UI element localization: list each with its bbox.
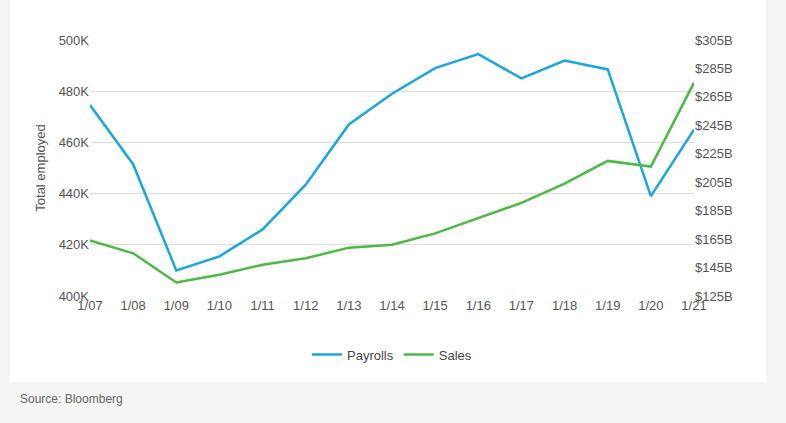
- svg-text:$285B: $285B: [695, 61, 733, 76]
- svg-text:440K: 440K: [59, 186, 90, 201]
- svg-text:400K: 400K: [59, 289, 90, 304]
- svg-text:Sales: Sales: [439, 348, 472, 363]
- svg-text:500K: 500K: [59, 33, 90, 48]
- svg-text:1/08: 1/08: [120, 298, 145, 313]
- svg-text:420K: 420K: [59, 237, 90, 252]
- svg-text:$305B: $305B: [695, 33, 733, 48]
- svg-text:1/21: 1/21: [681, 298, 706, 313]
- svg-text:1/10: 1/10: [207, 298, 232, 313]
- svg-text:480K: 480K: [59, 84, 90, 99]
- svg-text:1/16: 1/16: [466, 298, 491, 313]
- svg-text:1/19: 1/19: [595, 298, 620, 313]
- svg-text:1/14: 1/14: [379, 298, 404, 313]
- svg-text:$165B: $165B: [695, 232, 733, 247]
- svg-text:1/13: 1/13: [336, 298, 361, 313]
- svg-text:$145B: $145B: [695, 260, 733, 275]
- svg-text:$245B: $245B: [695, 118, 733, 133]
- svg-text:1/17: 1/17: [509, 298, 534, 313]
- svg-text:1/20: 1/20: [638, 298, 663, 313]
- svg-text:1/11: 1/11: [250, 298, 274, 313]
- svg-text:1/07: 1/07: [77, 298, 102, 313]
- svg-text:$225B: $225B: [695, 146, 733, 161]
- svg-text:$185B: $185B: [695, 203, 733, 218]
- svg-text:$265B: $265B: [695, 89, 733, 104]
- html-text:Source: Bloomberg: Source: Bloomberg: [20, 392, 123, 406]
- svg-text:Total employed: Total employed: [33, 124, 48, 211]
- svg-text:1/12: 1/12: [293, 298, 318, 313]
- svg-text:1/15: 1/15: [422, 298, 447, 313]
- svg-text:460K: 460K: [59, 135, 90, 150]
- svg-text:1/18: 1/18: [552, 298, 577, 313]
- svg-text:$125B: $125B: [695, 289, 733, 304]
- svg-text:$205B: $205B: [695, 175, 733, 190]
- svg-text:1/09: 1/09: [164, 298, 189, 313]
- svg-text:Payrolls: Payrolls: [347, 348, 394, 363]
